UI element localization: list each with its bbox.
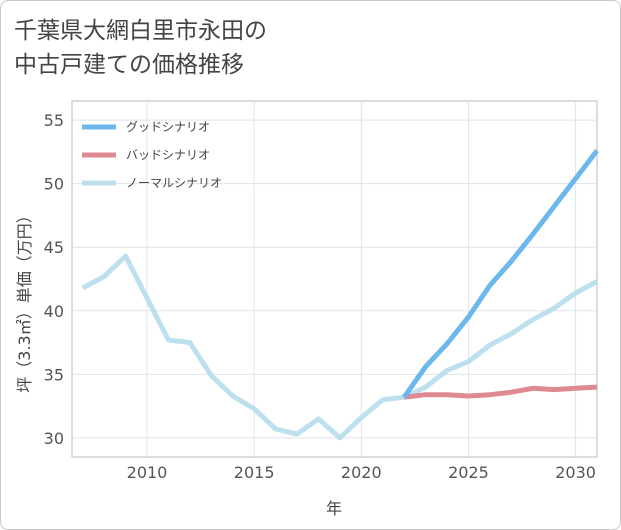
x-axis-label: 年 xyxy=(326,499,342,518)
chart-title-line1: 千葉県大網白里市永田の xyxy=(14,18,267,44)
x-tick-2030: 2030 xyxy=(555,463,596,482)
legend-label-2: ノーマルシナリオ xyxy=(126,176,222,190)
series-line-1 xyxy=(403,384,598,400)
x-tick-2010: 2010 xyxy=(127,463,168,482)
series-line-2 xyxy=(81,253,599,441)
legend-label-0: グッドシナリオ xyxy=(126,120,210,134)
legend-label-1: バッドシナリオ xyxy=(126,148,210,162)
chart-title-line2: 中古戸建ての価格推移 xyxy=(14,52,244,78)
x-tick-2015: 2015 xyxy=(234,463,275,482)
x-tick-2020: 2020 xyxy=(341,463,382,482)
y-axis-label: 坪（3.3㎡）単価（万円） xyxy=(15,207,34,392)
y-tick-35: 35 xyxy=(44,365,64,384)
y-tick-labels: 30 35 40 45 50 55 xyxy=(44,111,64,448)
x-tick-2025: 2025 xyxy=(448,463,489,482)
y-tick-40: 40 xyxy=(44,302,64,321)
y-tick-50: 50 xyxy=(44,175,64,194)
y-tick-30: 30 xyxy=(44,429,64,448)
series-line-0 xyxy=(402,149,599,399)
y-tick-55: 55 xyxy=(44,111,64,130)
series-lines xyxy=(81,149,599,441)
chart-title: 千葉県大網白里市永田の 中古戸建ての価格推移 xyxy=(14,14,267,82)
y-tick-45: 45 xyxy=(44,238,64,257)
x-tick-labels: 2010 2015 2020 2025 2030 xyxy=(127,463,596,482)
plot-area xyxy=(71,100,598,458)
